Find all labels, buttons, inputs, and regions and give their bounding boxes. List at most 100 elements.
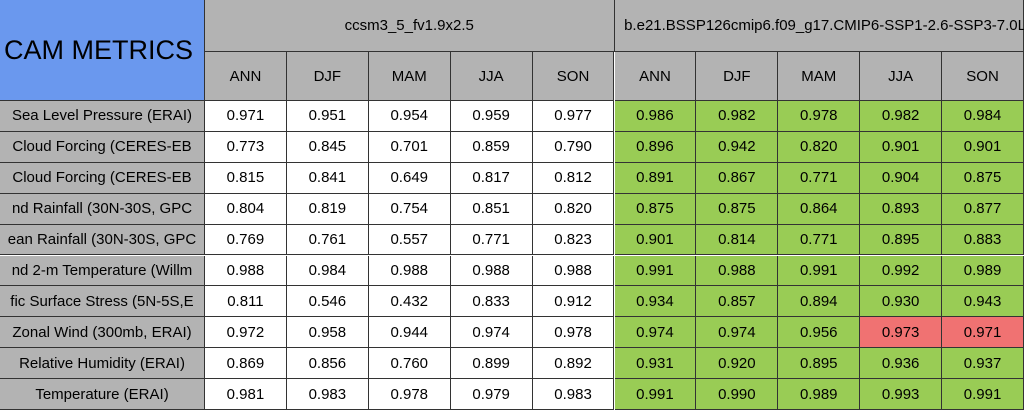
cell: 0.845 <box>286 131 369 163</box>
cell: 0.649 <box>368 162 451 194</box>
cell: 0.973 <box>860 317 943 349</box>
cell: 0.893 <box>860 193 943 225</box>
cell: 0.892 <box>532 348 615 380</box>
cell: 0.991 <box>614 255 697 287</box>
cell: 0.901 <box>942 131 1024 163</box>
cell: 0.877 <box>942 193 1024 225</box>
cell: 0.895 <box>860 224 943 256</box>
cell: 0.754 <box>368 193 451 225</box>
cell: 0.978 <box>778 101 861 132</box>
column-header: MAM <box>368 52 451 101</box>
cell: 0.901 <box>860 131 943 163</box>
group-header: b.e21.BSSP126cmip6.f09_g17.CMIP6-SSP1-2.… <box>614 0 1024 52</box>
cell: 0.875 <box>942 162 1024 194</box>
cell: 0.891 <box>614 162 697 194</box>
cell: 0.937 <box>942 348 1024 380</box>
cell: 0.859 <box>450 131 533 163</box>
column-header: DJF <box>286 52 369 101</box>
cell: 0.990 <box>696 379 779 410</box>
column-header: ANN <box>614 52 697 101</box>
cell: 0.557 <box>368 224 451 256</box>
column-header: DJF <box>696 52 779 101</box>
cell: 0.823 <box>532 224 615 256</box>
cell: 0.930 <box>860 286 943 318</box>
cell: 0.934 <box>614 286 697 318</box>
cell: 0.869 <box>205 348 287 380</box>
cell: 0.771 <box>778 224 861 256</box>
cell: 0.951 <box>286 101 369 132</box>
cell: 0.851 <box>450 193 533 225</box>
cell: 0.833 <box>450 286 533 318</box>
cell: 0.931 <box>614 348 697 380</box>
cell: 0.972 <box>205 317 287 349</box>
cell: 0.977 <box>532 101 615 132</box>
cell: 0.901 <box>614 224 697 256</box>
cell: 0.991 <box>778 255 861 287</box>
column-header: SON <box>532 52 615 101</box>
row-label: ean Rainfall (30N-30S, GPC <box>0 224 205 256</box>
cell: 0.875 <box>696 193 779 225</box>
row-label: Relative Humidity (ERAI) <box>0 348 205 380</box>
row-label: Cloud Forcing (CERES-EB <box>0 131 205 163</box>
cell: 0.984 <box>942 101 1024 132</box>
cell: 0.912 <box>532 286 615 318</box>
group-header-bg <box>614 0 1024 52</box>
cell: 0.815 <box>205 162 287 194</box>
cell: 0.988 <box>205 255 287 287</box>
row-label: Zonal Wind (300mb, ERAI) <box>0 317 205 349</box>
cell: 0.991 <box>942 379 1024 410</box>
cell: 0.936 <box>860 348 943 380</box>
cell: 0.983 <box>532 379 615 410</box>
cell: 0.883 <box>942 224 1024 256</box>
cell: 0.971 <box>205 101 287 132</box>
cell: 0.896 <box>614 131 697 163</box>
cell: 0.773 <box>205 131 287 163</box>
cell: 0.819 <box>286 193 369 225</box>
cell: 0.894 <box>778 286 861 318</box>
cell: 0.988 <box>696 255 779 287</box>
cell: 0.982 <box>696 101 779 132</box>
cell: 0.956 <box>778 317 861 349</box>
cell: 0.817 <box>450 162 533 194</box>
cell: 0.769 <box>205 224 287 256</box>
cell: 0.984 <box>286 255 369 287</box>
column-header: MAM <box>778 52 861 101</box>
cell: 0.989 <box>942 255 1024 287</box>
cell: 0.988 <box>450 255 533 287</box>
cell: 0.942 <box>696 131 779 163</box>
cell: 0.954 <box>368 101 451 132</box>
title: CAM METRICS <box>0 0 205 101</box>
cell: 0.771 <box>450 224 533 256</box>
cell: 0.857 <box>696 286 779 318</box>
cell: 0.546 <box>286 286 369 318</box>
cell: 0.864 <box>778 193 861 225</box>
cell: 0.920 <box>696 348 779 380</box>
cell: 0.701 <box>368 131 451 163</box>
cell: 0.899 <box>450 348 533 380</box>
cell: 0.804 <box>205 193 287 225</box>
cell: 0.771 <box>778 162 861 194</box>
cell: 0.811 <box>205 286 287 318</box>
row-label: Cloud Forcing (CERES-EB <box>0 162 205 194</box>
column-header: SON <box>942 52 1024 101</box>
cell: 0.432 <box>368 286 451 318</box>
cell: 0.988 <box>368 255 451 287</box>
group-header: ccsm3_5_fv1.9x2.5 <box>205 0 615 52</box>
cell: 0.992 <box>860 255 943 287</box>
cell: 0.974 <box>614 317 697 349</box>
row-label: nd 2-m Temperature (Willm <box>0 255 205 287</box>
cell: 0.993 <box>860 379 943 410</box>
cell: 0.991 <box>614 379 697 410</box>
cell: 0.761 <box>286 224 369 256</box>
cell: 0.979 <box>450 379 533 410</box>
cell: 0.978 <box>532 317 615 349</box>
column-header: JJA <box>450 52 533 101</box>
cell: 0.981 <box>205 379 287 410</box>
cell: 0.760 <box>368 348 451 380</box>
cell: 0.974 <box>450 317 533 349</box>
cell: 0.986 <box>614 101 697 132</box>
cell: 0.875 <box>614 193 697 225</box>
cell: 0.812 <box>532 162 615 194</box>
column-header: JJA <box>860 52 943 101</box>
